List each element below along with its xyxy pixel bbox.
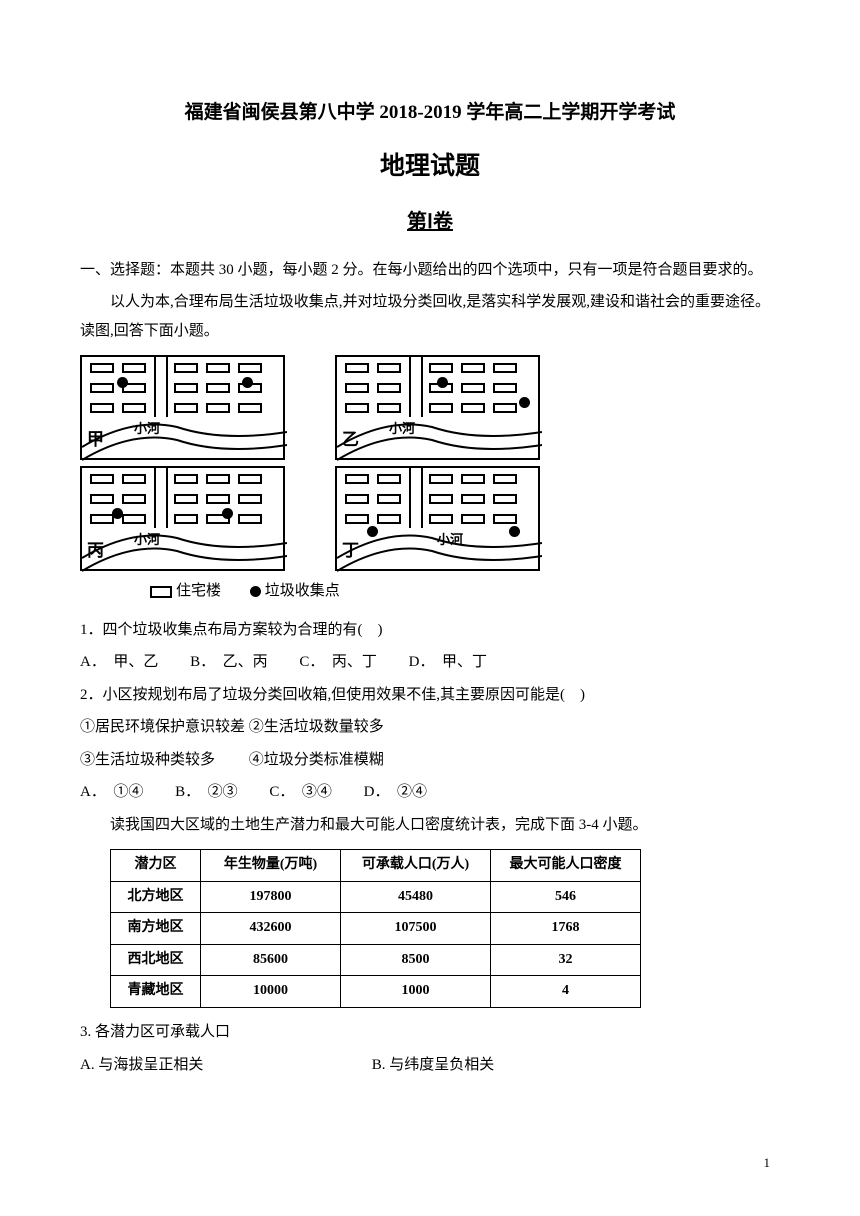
map-bing: 小河 丙	[80, 466, 285, 571]
legend-building-icon	[150, 586, 172, 598]
q3-opt-a: A. 与海拔呈正相关	[80, 1051, 340, 1080]
q1-options: A． 甲、乙 B． 乙、丙 C． 丙、丁 D． 甲、丁	[80, 648, 780, 677]
table-cell: 10000	[201, 976, 341, 1008]
table-cell: 西北地区	[111, 944, 201, 976]
table-header: 可承载人口(万人)	[341, 850, 491, 882]
diagram-area: 小河 甲 小河 乙	[80, 355, 780, 606]
table-cell: 546	[491, 881, 641, 913]
data-table-wrap: 潜力区年生物量(万吨)可承载人口(万人)最大可能人口密度 北方地区1978004…	[110, 849, 780, 1008]
box-label-bing: 丙	[87, 535, 104, 567]
q2-opt-c: C． ③④	[269, 784, 332, 800]
q2-opt-d: D． ②④	[364, 784, 427, 800]
table-cell: 107500	[341, 913, 491, 945]
table-header: 最大可能人口密度	[491, 850, 641, 882]
legend-dot-label: 垃圾收集点	[265, 583, 340, 599]
title-sub: 地理试题	[80, 143, 780, 191]
table-cell: 4	[491, 976, 641, 1008]
box-label-yi: 乙	[342, 424, 359, 456]
section-instruction: 一、选择题：本题共 30 小题，每小题 2 分。在每小题给出的四个选项中，只有一…	[80, 256, 780, 285]
title-section: 第Ⅰ卷	[80, 203, 780, 241]
q1-opt-b: B． 乙、丙	[190, 654, 268, 670]
passage-2: 读我国四大区域的土地生产潜力和最大可能人口密度统计表，完成下面 3-4 小题。	[80, 811, 780, 840]
river-label: 小河	[134, 528, 160, 553]
q1-text: 1．四个垃圾收集点布局方案较为合理的有( )	[80, 616, 780, 645]
table-cell: 8500	[341, 944, 491, 976]
river-label: 小河	[437, 528, 463, 553]
q2-text: 2．小区按规划布局了垃圾分类回收箱,但使用效果不佳,其主要原因可能是( )	[80, 681, 780, 710]
table-cell: 青藏地区	[111, 976, 201, 1008]
river-label: 小河	[134, 417, 160, 442]
q1-opt-c: C． 丙、丁	[299, 654, 377, 670]
page-number: 1	[764, 1151, 771, 1176]
q3-options: A. 与海拔呈正相关 B. 与纬度呈负相关	[80, 1051, 780, 1080]
box-label-jia: 甲	[87, 424, 104, 456]
q2-opt-a: A． ①④	[80, 784, 143, 800]
diagram-legend: 住宅楼 垃圾收集点	[80, 577, 780, 606]
table-cell: 1000	[341, 976, 491, 1008]
table-cell: 45480	[341, 881, 491, 913]
passage-1: 以人为本,合理布局生活垃圾收集点,并对垃圾分类回收,是落实科学发展观,建设和谐社…	[80, 288, 780, 345]
q2-opt-b: B． ②③	[175, 784, 238, 800]
table-row: 南方地区4326001075001768	[111, 913, 641, 945]
table-header: 年生物量(万吨)	[201, 850, 341, 882]
table-cell: 32	[491, 944, 641, 976]
table-row: 青藏地区1000010004	[111, 976, 641, 1008]
table-cell: 南方地区	[111, 913, 201, 945]
data-table: 潜力区年生物量(万吨)可承载人口(万人)最大可能人口密度 北方地区1978004…	[110, 849, 641, 1008]
map-jia: 小河 甲	[80, 355, 285, 460]
title-main: 福建省闽侯县第八中学 2018-2019 学年高二上学期开学考试	[80, 95, 780, 131]
table-cell: 北方地区	[111, 881, 201, 913]
map-yi: 小河 乙	[335, 355, 540, 460]
box-label-ding: 丁	[342, 535, 359, 567]
legend-building-label: 住宅楼	[176, 583, 221, 599]
legend-dot-icon	[250, 586, 261, 597]
table-row: 西北地区85600850032	[111, 944, 641, 976]
q2-line2: ③生活垃圾种类较多 ④垃圾分类标准模糊	[80, 746, 780, 775]
table-cell: 197800	[201, 881, 341, 913]
table-cell: 432600	[201, 913, 341, 945]
table-cell: 1768	[491, 913, 641, 945]
q2-options: A． ①④ B． ②③ C． ③④ D． ②④	[80, 778, 780, 807]
q3-text: 3. 各潜力区可承载人口	[80, 1018, 780, 1047]
q1-opt-a: A． 甲、乙	[80, 654, 158, 670]
q1-opt-d: D． 甲、丁	[409, 654, 487, 670]
map-ding: 小河 丁	[335, 466, 540, 571]
q3-opt-b: B. 与纬度呈负相关	[372, 1051, 632, 1080]
river-label: 小河	[389, 417, 415, 442]
table-row: 北方地区19780045480546	[111, 881, 641, 913]
table-cell: 85600	[201, 944, 341, 976]
table-header: 潜力区	[111, 850, 201, 882]
q2-line1: ①居民环境保护意识较差 ②生活垃圾数量较多	[80, 713, 780, 742]
